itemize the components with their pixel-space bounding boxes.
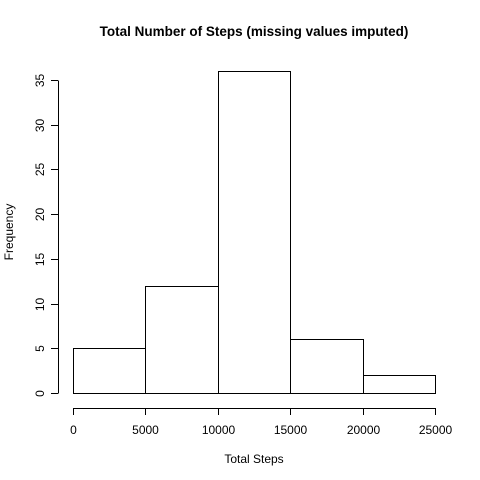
y-tick-label: 10 (33, 298, 47, 312)
y-tick-label: 20 (33, 208, 47, 222)
x-tick-label: 5000 (132, 423, 159, 437)
y-tick-label: 30 (33, 119, 47, 133)
x-tick-label: 25000 (419, 423, 453, 437)
y-tick-label: 25 (33, 163, 47, 177)
x-tick-label: 15000 (274, 423, 308, 437)
x-axis-label: Total Steps (224, 452, 283, 466)
histogram-bar (145, 286, 219, 394)
histogram-bar (363, 375, 436, 394)
y-tick-label: 0 (33, 390, 47, 397)
histogram-bar (290, 339, 364, 394)
y-axis-label: Frequency (2, 204, 16, 261)
y-tick-label: 5 (33, 345, 47, 352)
histogram-bars (73, 71, 436, 394)
histogram-bar (73, 348, 146, 394)
y-axis: 0 5 10 15 20 25 30 35 (33, 74, 59, 397)
chart-title: Total Number of Steps (missing values im… (100, 24, 409, 39)
x-axis: 0 5000 10000 15000 20000 25000 (70, 408, 453, 437)
y-tick-label: 35 (33, 74, 47, 88)
x-tick-label: 10000 (202, 423, 236, 437)
y-tick-label: 15 (33, 253, 47, 267)
histogram-bar (218, 71, 291, 394)
x-tick-label: 20000 (347, 423, 381, 437)
x-tick-label: 0 (70, 423, 77, 437)
